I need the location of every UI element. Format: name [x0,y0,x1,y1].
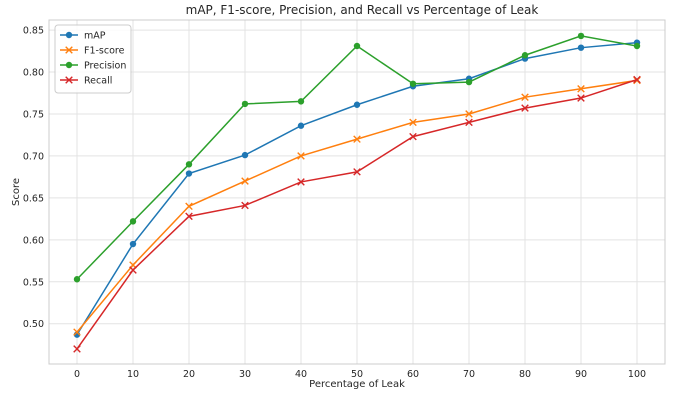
legend-label: mAP [84,31,106,42]
data-point-precision [633,42,641,50]
grid [49,20,665,364]
data-point-recall [297,178,305,186]
y-tick-label: 0.65 [23,193,44,204]
x-tick-label: 40 [295,369,307,380]
data-point-precision [521,52,529,59]
series-recall [73,75,641,353]
legend-marker [65,76,73,84]
y-axis-label: Score [11,178,22,206]
data-point-f1-score [241,177,249,185]
data-point-f1-score [521,93,529,101]
y-tick-label: 0.70 [23,151,44,162]
plot-area [48,19,666,365]
data-point-recall [633,75,641,84]
data-point-precision [409,80,417,87]
data-point-precision [129,218,137,225]
x-tick-label: 80 [519,369,531,380]
data-point-precision [577,32,585,40]
data-point-f1-score [409,118,417,127]
y-axis: 0.50 0.55 0.60 0.65 0.70 0.75 0.80 0.85 [23,26,44,331]
data-point-recall [465,118,473,127]
data-point-f1-score [73,328,81,336]
series-group [73,32,641,353]
data-point-precision [241,100,249,108]
legend-entry-recall: Recall [60,76,112,87]
chart-title: mAP, F1-score, Precision, and Recall vs … [186,3,539,17]
data-point-map [297,122,305,129]
legend-label: F1-score [84,46,125,57]
x-tick-label: 60 [407,369,419,380]
x-tick-label: 90 [575,369,587,380]
data-point-f1-score [353,135,361,143]
x-tick-label: 10 [127,369,139,380]
legend-box [54,24,132,94]
data-point-recall [409,132,417,141]
x-tick-label: 100 [628,369,646,380]
data-point-recall [129,266,137,274]
data-point-map [241,151,249,159]
data-point-map [185,170,193,177]
data-point-map [577,44,585,51]
data-point-recall [241,201,249,210]
legend-entry-map: mAP [60,31,106,42]
y-tick-label: 0.75 [23,109,44,120]
x-tick-label: 0 [74,369,80,380]
y-tick-label: 0.85 [23,26,44,37]
y-tick-label: 0.80 [23,68,44,79]
y-tick-label: 0.50 [23,319,44,330]
data-point-f1-score [465,110,473,118]
series-f1-score [73,76,641,336]
data-point-recall [185,212,193,221]
data-point-precision [353,42,361,50]
legend-label: Precision [84,61,126,72]
x-tick-label: 50 [351,369,363,380]
x-tick-label: 30 [239,369,251,380]
legend-marker [65,46,73,54]
series-precision [73,32,641,283]
data-point-f1-score [577,85,585,93]
data-point-recall [521,104,529,112]
y-tick-label: 0.55 [23,277,44,288]
data-point-precision [465,78,473,86]
x-axis-label: Percentage of Leak [309,379,405,390]
x-axis: 0 10 20 30 40 50 60 70 80 90 100 [74,369,646,380]
x-tick-label: 70 [463,369,475,380]
legend: mAP F1-score Precision Recall [54,24,132,94]
data-point-recall [73,345,81,353]
data-point-map [353,101,361,108]
data-point-precision [185,161,193,168]
data-point-precision [73,276,81,283]
x-tick-label: 20 [183,369,195,380]
data-point-precision [297,98,305,105]
legend-label: Recall [84,76,112,87]
data-point-recall [353,168,361,176]
data-point-f1-score [185,202,193,211]
legend-marker [65,61,73,69]
data-point-map [129,240,137,248]
legend-entry-f1-score: F1-score [60,46,125,57]
data-point-f1-score [297,152,305,160]
legend-entry-precision: Precision [60,61,126,72]
legend-marker [65,31,73,39]
data-point-recall [577,94,585,102]
y-tick-label: 0.60 [23,235,44,246]
